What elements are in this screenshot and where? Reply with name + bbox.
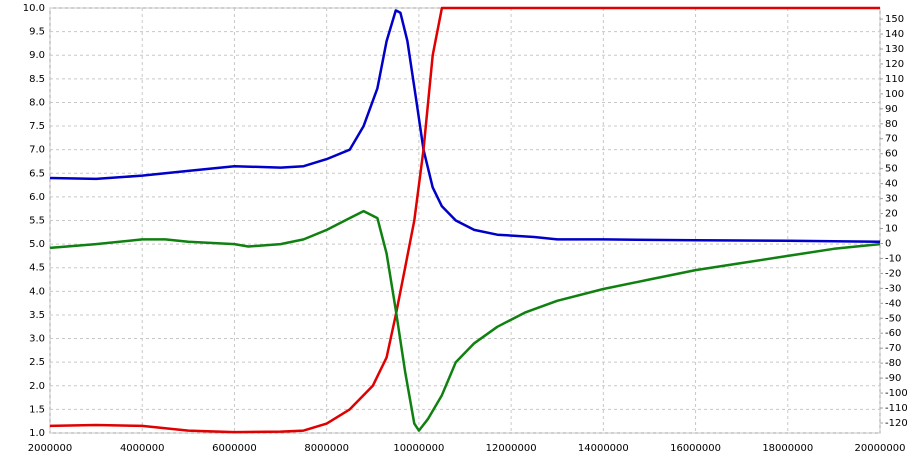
- x-tick-label: 14000000: [578, 443, 629, 454]
- x-tick-label: 10000000: [393, 443, 444, 454]
- y-tick-label: 6.5: [29, 168, 45, 179]
- y-tick-label: 3.5: [29, 310, 45, 321]
- y2-tick-label: 110: [885, 74, 904, 85]
- x-tick-label: 2000000: [28, 443, 73, 454]
- y-tick-label: 8.0: [29, 97, 45, 108]
- y2-tick-label: 30: [885, 194, 898, 205]
- y2-tick-label: 90: [885, 104, 898, 115]
- x-tick-label: 6000000: [212, 443, 257, 454]
- y2-tick-label: -10: [885, 253, 901, 264]
- y2-tick-label: -50: [885, 313, 901, 324]
- y-tick-label: 5.0: [29, 239, 45, 250]
- y-tick-label: 4.0: [29, 286, 45, 297]
- y2-tick-label: -30: [885, 283, 901, 294]
- y-tick-label: 4.5: [29, 263, 45, 274]
- x-tick-label: 18000000: [762, 443, 813, 454]
- y2-tick-label: -70: [885, 343, 901, 354]
- y2-tick-label: -100: [885, 388, 908, 399]
- y-tick-label: 7.5: [29, 121, 45, 132]
- y2-tick-label: 100: [885, 89, 904, 100]
- y-tick-label: 7.0: [29, 145, 45, 156]
- y2-tick-label: 150: [885, 14, 904, 25]
- y-tick-label: 2.0: [29, 381, 45, 392]
- y-tick-label: 10.0: [23, 3, 45, 14]
- y2-tick-label: 0: [885, 238, 891, 249]
- x-tick-label: 16000000: [670, 443, 721, 454]
- series-line: [49, 6, 880, 434]
- x-tick-label: 12000000: [486, 443, 537, 454]
- y2-tick-label: -110: [885, 403, 908, 414]
- y-tick-label: 6.0: [29, 192, 45, 203]
- x-tick-label: 20000000: [855, 443, 906, 454]
- x-tick-label: 8000000: [304, 443, 349, 454]
- y-tick-label: 5.5: [29, 216, 45, 227]
- y2-tick-label: -20: [885, 268, 901, 279]
- y2-tick-label: -120: [885, 418, 908, 429]
- series-line: [49, 209, 881, 432]
- y-tick-label: 1.0: [29, 428, 45, 439]
- y2-tick-label: -80: [885, 358, 901, 369]
- y2-tick-label: 120: [885, 59, 904, 70]
- y2-tick-label: 130: [885, 44, 904, 55]
- y2-tick-label: 80: [885, 119, 898, 130]
- y-tick-label: 1.5: [29, 404, 45, 415]
- y-tick-label: 8.5: [29, 74, 45, 85]
- y2-tick-label: 40: [885, 179, 898, 190]
- y2-tick-label: 60: [885, 149, 898, 160]
- y2-tick-label: 70: [885, 134, 898, 145]
- series-line: [49, 9, 881, 244]
- y2-tick-label: -60: [885, 328, 901, 339]
- x-tick-label: 4000000: [120, 443, 165, 454]
- y-tick-label: 3.0: [29, 334, 45, 345]
- y-tick-label: 9.0: [29, 50, 45, 61]
- y-tick-label: 2.5: [29, 357, 45, 368]
- y2-tick-label: 20: [885, 209, 898, 220]
- y2-tick-label: 140: [885, 29, 904, 40]
- y2-tick-label: -40: [885, 298, 901, 309]
- y2-tick-label: -90: [885, 373, 901, 384]
- y-tick-label: 9.5: [29, 27, 45, 38]
- y2-tick-label: 10: [885, 224, 898, 235]
- y2-tick-label: 50: [885, 164, 898, 175]
